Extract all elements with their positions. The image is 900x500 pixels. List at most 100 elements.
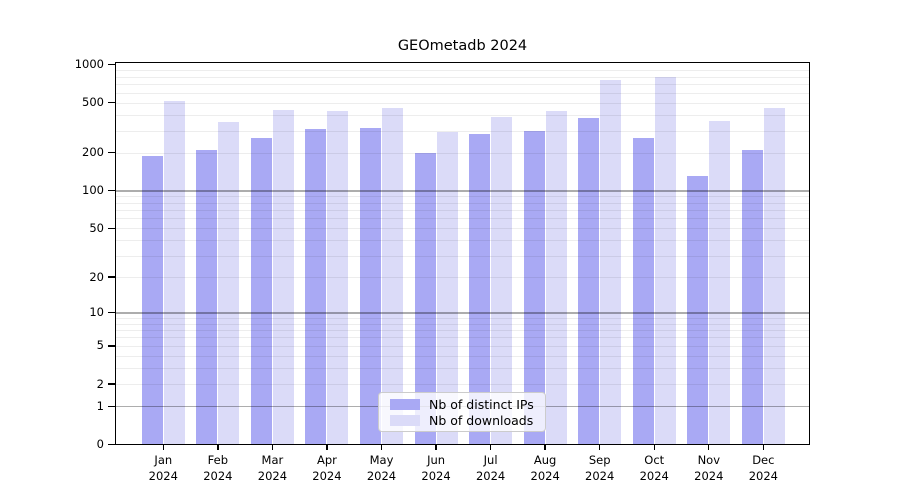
x-tick-label-jul: Jul 2024	[475, 453, 506, 483]
gridline-minor	[115, 84, 810, 86]
x-tick-mark	[653, 444, 655, 450]
bar-downloads-feb	[218, 122, 240, 445]
chart-title: GEOmetadb 2024	[397, 38, 528, 54]
gridline-minor	[115, 92, 810, 94]
y-tick-mark	[108, 227, 115, 229]
gridline-minor	[115, 114, 810, 116]
x-tick-label-feb: Feb 2024	[203, 453, 233, 483]
bar-distinct-ips-jun	[414, 152, 436, 445]
y-tick-label: 10	[89, 305, 104, 320]
gridline-major	[115, 190, 810, 192]
gridline-minor	[115, 323, 810, 325]
y-tick-label: 500	[82, 95, 104, 110]
y-tick-label: 20	[89, 269, 104, 284]
legend-item-downloads: Nb of downloads	[390, 414, 536, 427]
x-tick-mark	[762, 444, 765, 450]
gridline-minor	[115, 240, 810, 242]
gridline-minor	[115, 218, 810, 220]
bar-distinct-ips-aug	[523, 130, 545, 445]
x-tick-label-dec: Dec 2024	[748, 453, 778, 483]
bar-downloads-oct	[654, 77, 676, 445]
y-tick-mark	[108, 189, 115, 192]
y-tick-label: 50	[89, 220, 104, 235]
legend-item-distinct-ips: Nb of distinct IPs	[390, 398, 536, 411]
bar-distinct-ips-jul	[469, 134, 491, 445]
bar-downloads-dec	[763, 108, 785, 445]
x-tick-label-nov: Nov 2024	[694, 453, 724, 483]
x-tick-label-apr: Apr 2024	[312, 453, 342, 483]
y-tick-mark	[108, 383, 115, 385]
gridline-minor	[115, 130, 810, 132]
x-tick-label-oct: Oct 2024	[639, 453, 669, 483]
legend-label-distinct-ips: Nb of distinct IPs	[429, 397, 534, 412]
y-tick-mark	[108, 311, 115, 314]
gridline-minor	[115, 102, 810, 104]
gridline-minor	[115, 317, 810, 319]
gridline-minor	[115, 330, 810, 332]
gridline-minor	[115, 355, 810, 357]
gridline-minor	[115, 202, 810, 204]
bar-downloads-nov	[709, 121, 731, 445]
x-tick-mark	[435, 444, 437, 450]
y-tick-label: 1000	[74, 56, 104, 71]
bar-distinct-ips-may	[360, 127, 381, 445]
gridline-minor	[115, 255, 810, 257]
legend-label-downloads: Nb of downloads	[429, 413, 534, 428]
y-tick-mark	[108, 345, 115, 347]
gridline-minor	[115, 337, 810, 339]
bar-downloads-apr	[327, 111, 349, 445]
bar-distinct-ips-oct	[632, 138, 654, 445]
legend-swatch-downloads	[390, 415, 420, 426]
y-tick-mark	[108, 63, 115, 66]
gridline-minor	[115, 152, 810, 154]
x-tick-mark	[599, 444, 601, 450]
x-tick-label-aug: Aug 2024	[530, 453, 560, 483]
x-tick-mark	[708, 444, 710, 450]
bar-distinct-ips-sep	[578, 117, 600, 445]
bar-downloads-jul	[491, 116, 513, 445]
bar-distinct-ips-nov	[687, 176, 709, 445]
y-tick-label: 2	[96, 376, 104, 391]
gridline-minor	[115, 70, 810, 72]
x-tick-mark	[271, 444, 274, 450]
x-tick-label-jun: Jun 2024	[421, 453, 451, 483]
x-tick-label-mar: Mar 2024	[257, 453, 288, 483]
y-tick-label: 200	[82, 145, 104, 160]
bar-distinct-ips-mar	[250, 138, 272, 445]
gridline-minor	[115, 76, 810, 78]
bar-downloads-jun	[436, 132, 458, 445]
gridline-minor	[115, 277, 810, 279]
bar-downloads-sep	[600, 79, 622, 445]
legend-swatch-distinct-ips	[390, 399, 420, 410]
gridline-minor	[115, 196, 810, 198]
bar-distinct-ips-jan	[141, 155, 163, 445]
bar-distinct-ips-dec	[741, 150, 763, 445]
x-tick-label-jan: Jan 2024	[148, 453, 178, 483]
y-tick-label: 1	[96, 398, 104, 413]
y-tick-mark	[108, 152, 115, 154]
bar-distinct-ips-feb	[196, 150, 218, 445]
gridline-minor	[115, 210, 810, 212]
y-tick-mark	[108, 276, 115, 278]
y-tick-label: 5	[96, 338, 104, 353]
gridline-major	[115, 312, 810, 314]
x-tick-mark	[489, 444, 492, 450]
x-tick-mark	[380, 444, 383, 450]
y-tick-label: 100	[82, 183, 104, 198]
legend: Nb of distinct IPs Nb of downloads	[378, 392, 546, 432]
y-tick-mark	[108, 101, 115, 104]
bar-downloads-mar	[272, 109, 294, 445]
bar-downloads-jan	[163, 101, 185, 445]
x-tick-mark	[326, 444, 328, 450]
x-tick-mark	[544, 444, 546, 450]
x-tick-mark	[162, 444, 164, 450]
gridline-minor	[115, 228, 810, 230]
y-tick-label: 0	[96, 437, 104, 451]
y-tick-mark	[108, 443, 115, 446]
bar-distinct-ips-apr	[305, 128, 327, 445]
bar-downloads-may	[382, 108, 403, 445]
gridline-minor	[115, 384, 810, 386]
gridline-minor	[115, 345, 810, 347]
